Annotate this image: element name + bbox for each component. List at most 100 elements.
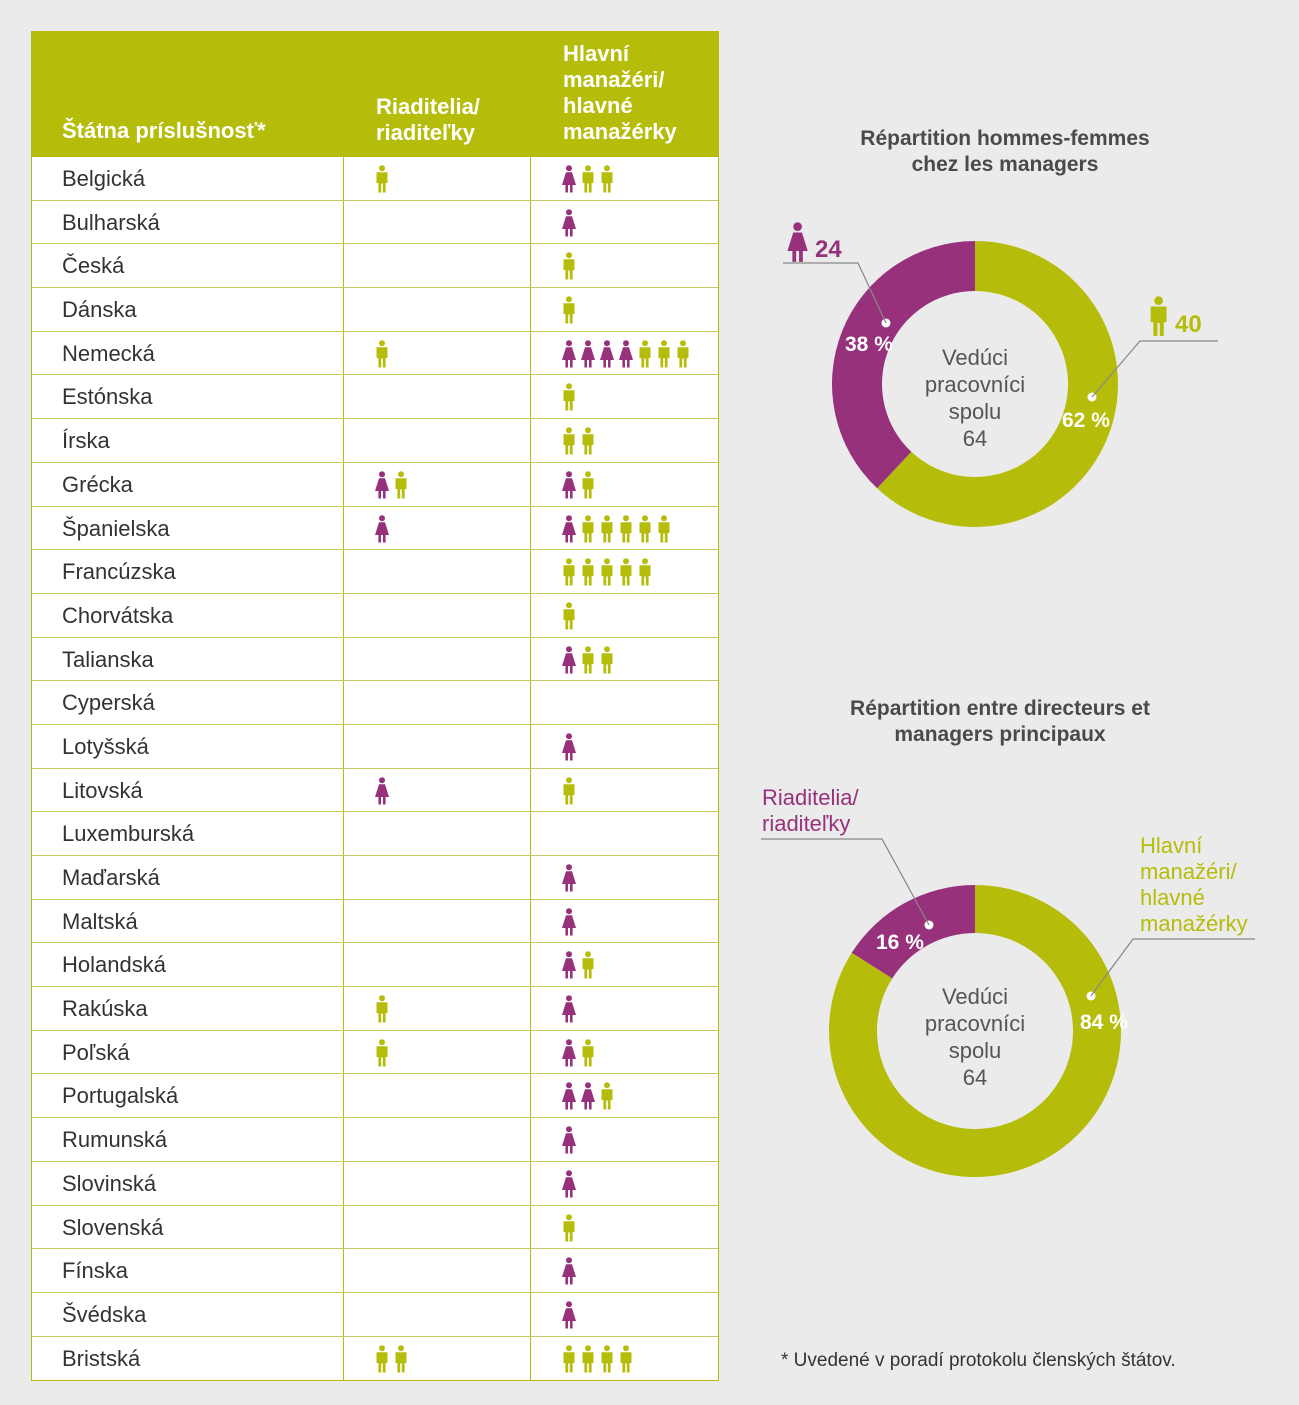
male-figure-icon	[658, 339, 670, 368]
female-figure-icon	[562, 1126, 576, 1154]
managers-cell	[561, 995, 577, 1023]
table-row: Slovenská	[32, 1206, 718, 1250]
female-figure-icon	[562, 1038, 576, 1067]
managers-cell	[561, 1344, 634, 1373]
managers-cell	[561, 514, 672, 543]
male-figure-icon	[620, 514, 632, 542]
managers-cell	[561, 602, 577, 630]
table-row: Španielska	[32, 507, 718, 551]
male-figure-icon	[563, 1213, 575, 1241]
header-directors: Riaditelia/ riaditeľky	[376, 94, 480, 145]
female-legend-icon	[787, 222, 808, 262]
country-name: Chorvátska	[62, 602, 174, 628]
managers-percent-label: 84 %	[1080, 1011, 1128, 1034]
directors-cell	[374, 339, 390, 368]
female-figure-icon	[562, 733, 576, 761]
country-name: Belgická	[62, 166, 146, 191]
table-row: Lotyšská	[32, 725, 718, 769]
male-figure-icon	[601, 558, 613, 586]
country-name: Talianska	[62, 646, 154, 672]
female-figure-icon	[562, 165, 576, 193]
male-figure-icon	[563, 558, 575, 586]
male-figure-icon	[582, 1344, 594, 1373]
table-row: Portugalská	[32, 1074, 718, 1119]
male-figure-icon	[582, 471, 594, 499]
male-figure-icon	[563, 1344, 575, 1373]
female-figure-icon	[562, 208, 576, 237]
table-row: Holandská	[32, 943, 718, 988]
female-figure-icon	[562, 907, 576, 936]
country-name: Slovenská	[62, 1214, 164, 1240]
female-figure-icon	[562, 995, 576, 1023]
male-figure-icon	[376, 339, 388, 368]
male-percent-label: 62 %	[1062, 409, 1110, 432]
managers-cell	[561, 165, 615, 193]
table-row: Fínska	[32, 1249, 718, 1293]
column-divider	[530, 32, 531, 1380]
table-row: Luxemburská	[32, 812, 718, 856]
female-figure-icon	[562, 1170, 576, 1198]
male-figure-icon	[639, 558, 651, 586]
male-figure-icon	[376, 1038, 388, 1067]
managers-cell	[561, 1038, 596, 1067]
managers-cell	[561, 951, 596, 979]
country-name: Rakúska	[62, 996, 148, 1022]
managers-cell	[561, 471, 596, 499]
nationality-table: Štátna príslušnosť* Riaditelia/ riaditeľ…	[31, 31, 719, 1381]
managers-cell	[561, 907, 577, 936]
male-figure-icon	[563, 296, 575, 324]
table-row: Bristská	[32, 1337, 718, 1381]
country-name: Lotyšská	[62, 733, 149, 759]
table-header: Štátna príslušnosť* Riaditelia/ riaditeľ…	[32, 32, 718, 157]
male-figure-icon	[582, 427, 594, 455]
table-row: Írska	[32, 419, 718, 463]
male-figure-icon	[563, 602, 575, 630]
country-name: Rumunská	[62, 1127, 168, 1153]
male-figure-icon	[601, 165, 613, 193]
gender-chart-center-label: Vedúci pracovníci spolu 64	[924, 345, 1026, 451]
managers-cell	[561, 427, 596, 455]
directors-cell	[374, 776, 390, 805]
country-name: Litovská	[62, 777, 143, 803]
table-row: Nemecká	[32, 332, 718, 376]
female-figure-icon	[619, 339, 633, 368]
male-figure-icon	[563, 776, 575, 805]
country-name: Holandská	[62, 952, 166, 978]
table-row: Poľská	[32, 1031, 718, 1075]
male-count: 40	[1175, 311, 1202, 338]
female-figure-icon	[581, 339, 595, 368]
female-figure-icon	[562, 1082, 576, 1110]
directors-legend-label: Riaditelia/ riaditeľky	[762, 785, 859, 836]
managers-cell	[561, 776, 577, 805]
country-name: Bristská	[62, 1345, 141, 1371]
country-name: Luxemburská	[62, 821, 195, 847]
country-name: Portugalská	[62, 1083, 179, 1109]
female-figure-icon	[581, 1082, 595, 1110]
table-row: Švédska	[32, 1293, 718, 1337]
managers-cell	[561, 339, 691, 368]
male-figure-icon	[639, 514, 651, 542]
country-name: Írska	[62, 428, 110, 454]
male-figure-icon	[582, 514, 594, 542]
managers-cell	[561, 1213, 577, 1242]
managers-cell	[561, 1301, 577, 1329]
role-chart-center-label: Vedúci pracovníci spolu 64	[924, 984, 1026, 1090]
male-figure-icon	[582, 165, 594, 193]
male-figure-icon	[395, 1344, 407, 1373]
table-row: Francúzska	[32, 550, 718, 594]
managers-cell	[561, 252, 577, 280]
female-figure-icon	[562, 471, 576, 499]
male-figure-icon	[677, 339, 689, 368]
male-figure-icon	[376, 1344, 388, 1373]
female-figure-icon	[375, 471, 389, 499]
male-figure-icon	[395, 471, 407, 499]
male-figure-icon	[563, 252, 575, 280]
country-name: Estónska	[62, 384, 153, 410]
managers-leader-line	[1090, 938, 1255, 997]
managers-cell	[561, 208, 577, 237]
male-figure-icon	[582, 1038, 594, 1067]
female-figure-icon	[562, 339, 576, 368]
country-name: Nemecká	[62, 340, 155, 366]
managers-cell	[561, 1257, 577, 1285]
table-body: Belgická Bulharská Česká Dánska Nemecká Estón…	[32, 157, 718, 1380]
